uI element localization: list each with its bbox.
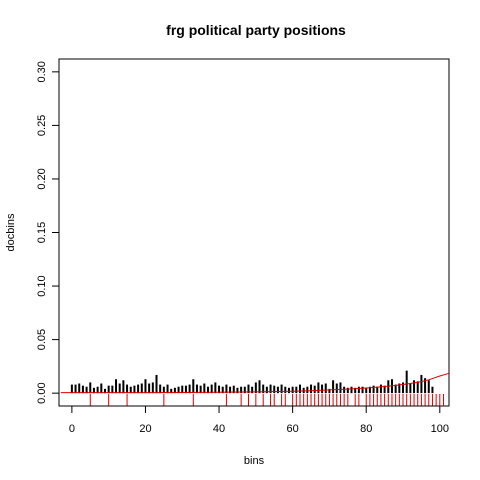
rug-layer [89,394,444,406]
x-tick-label: 100 [431,423,449,435]
y-tick-label: 0.30 [36,61,48,82]
x-tick-label: 60 [287,423,299,435]
x-tick-label: 40 [213,423,225,435]
y-tick-label: 0.15 [36,222,48,243]
x-tick-label: 20 [139,423,151,435]
x-tick-label: 80 [360,423,372,435]
y-tick-label: 0.25 [36,115,48,136]
chart-title: frg political party positions [166,22,346,38]
y-axis-label: docbins [5,213,17,251]
bars-layer [70,370,434,394]
y-tick-label: 0.10 [36,275,48,296]
x-tick-label: 0 [69,423,75,435]
density-curve [60,372,450,394]
y-axis: 0.00 0.05 0.10 0.15 0.20 0.25 0.30 [36,61,60,404]
y-tick-label: 0.05 [36,329,48,350]
y-tick-label: 0.20 [36,168,48,189]
x-axis: 0 20 40 60 80 100 [69,405,449,435]
x-axis-label: bins [244,455,265,467]
y-tick-label: 0.00 [36,382,48,403]
